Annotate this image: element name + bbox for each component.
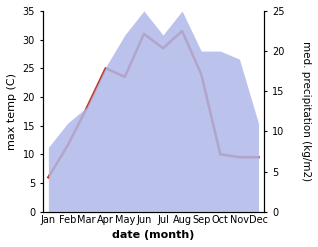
Y-axis label: max temp (C): max temp (C) — [7, 73, 17, 150]
X-axis label: date (month): date (month) — [112, 230, 195, 240]
Y-axis label: med. precipitation (kg/m2): med. precipitation (kg/m2) — [301, 41, 311, 181]
